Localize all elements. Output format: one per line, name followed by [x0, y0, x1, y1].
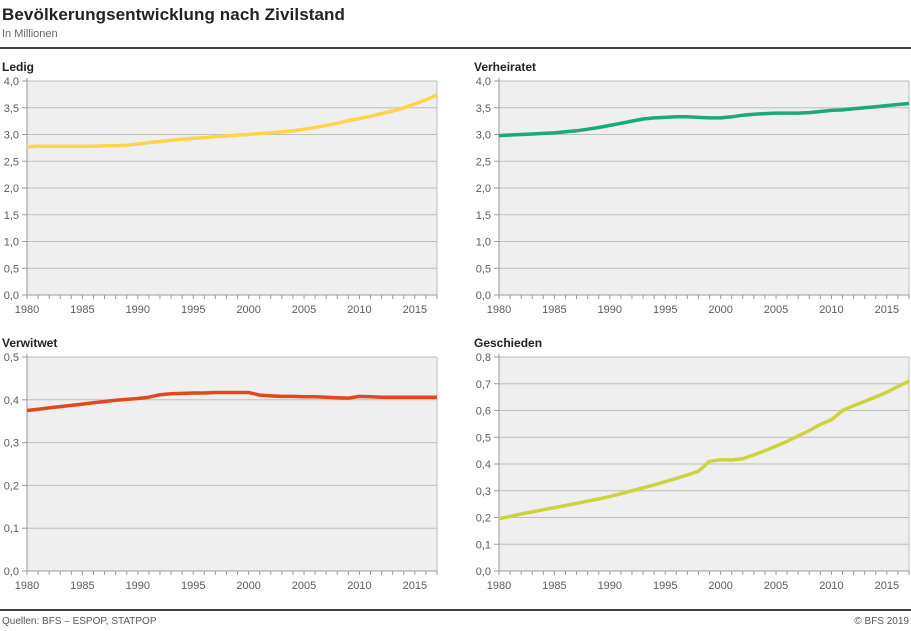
- verwitwet-xtick-label: 1995: [181, 580, 205, 592]
- verheiratet-ytick-label: 2,5: [476, 156, 491, 168]
- ledig-ytick-label: 3,0: [4, 130, 19, 142]
- verheiratet-xtick-label: 1980: [487, 304, 511, 316]
- ledig-xtick-label: 2000: [236, 304, 260, 316]
- charts-grid: Ledig 0,0 0,5 1,0 1,5 2,0 2,5 3,0 3,5 4,0 1980 198…: [0, 49, 911, 609]
- ledig-ytick-label: 2,5: [4, 156, 19, 168]
- verheiratet-xtick-label: 2015: [875, 304, 899, 316]
- chart-block-geschieden: Geschieden 0,0 0,1 0,2 0,3 0,4 0,5 0,6 0,7 0,8 19…: [472, 336, 911, 610]
- geschieden-chart: 0,0 0,1 0,2 0,3 0,4 0,5 0,6 0,7 0,8 1980 1985 1990 1…: [476, 353, 910, 592]
- geschieden-ytick-label: 0,7: [476, 378, 491, 390]
- verheiratet-ytick-label: 1,0: [476, 237, 491, 249]
- verheiratet-xtick-label: 1995: [653, 304, 677, 316]
- geschieden-ytick-label: 0,4: [476, 459, 491, 471]
- verheiratet-chart: 0,0 0,5 1,0 1,5 2,0 2,5 3,0 3,5 4,0 1980 1985 1990 1…: [476, 77, 910, 316]
- verwitwet-ytick-label: 0,1: [4, 523, 19, 535]
- footer-sources: Quellen: BFS – ESPOP, STATPOP: [2, 616, 157, 627]
- geschieden-xtick-label: 2005: [764, 580, 788, 592]
- ledig-xtick-label: 1985: [70, 304, 94, 316]
- ledig-chart: 0,0 0,5 1,0 1,5 2,0 2,5 3,0 3,5 4,0 1980 1985 1990 1…: [4, 77, 438, 316]
- verwitwet-xtick-label: 2010: [347, 580, 371, 592]
- geschieden-ytick-label: 0,8: [476, 353, 491, 364]
- verwitwet-series-line: [26, 390, 437, 412]
- ledig-ytick-label: 4,0: [4, 77, 19, 88]
- ledig-xtick-label: 1995: [181, 304, 205, 316]
- verwitwet-ytick-label: 0,3: [4, 437, 19, 449]
- page-title: Bevölkerungsentwicklung nach Zivilstand: [2, 5, 346, 24]
- page-header: Bevölkerungsentwicklung nach Zivilstand …: [0, 0, 911, 49]
- verheiratet-ytick-label: 0,0: [476, 290, 491, 302]
- geschieden-xtick-label: 1995: [653, 580, 677, 592]
- verheiratet-xtick-label: 1990: [598, 304, 622, 316]
- geschieden-ytick-label: 0,6: [476, 405, 491, 417]
- geschieden-ytick-label: 0,3: [476, 485, 491, 497]
- ledig-ytick-label: 2,0: [4, 183, 19, 195]
- verheiratet-xtick-label: 2005: [764, 304, 788, 316]
- geschieden-ytick-label: 0,0: [476, 566, 491, 578]
- geschieden-series-line: [498, 379, 910, 521]
- verwitwet-xtick-label: 1980: [15, 580, 39, 592]
- ledig-ytick-label: 3,5: [4, 103, 19, 115]
- verwitwet-xtick-label: 1985: [70, 580, 94, 592]
- verheiratet-series-line: [498, 101, 910, 138]
- geschieden-xtick-label: 2000: [708, 580, 732, 592]
- verwitwet-chart: 0,0 0,1 0,2 0,3 0,4 0,5 1980 1985 1990 1995 2000 20…: [4, 353, 438, 592]
- verheiratet-ytick-label: 1,5: [476, 210, 491, 222]
- page-footer: Quellen: BFS – ESPOP, STATPOP © BFS 2019: [0, 609, 911, 631]
- verwitwet-xtick-label: 2005: [292, 580, 316, 592]
- chart-block-verheiratet: Verheiratet 0,0 0,5 1,0 1,5 2,0 2,5 3,0 3,5 4,0 1…: [472, 60, 911, 332]
- ledig-xtick-label: 2015: [403, 304, 427, 316]
- ledig-ytick-label: 1,0: [4, 237, 19, 249]
- geschieden-ytick-label: 0,1: [476, 539, 491, 551]
- verheiratet-xtick-label: 2010: [819, 304, 843, 316]
- geschieden-ytick-label: 0,2: [476, 512, 491, 524]
- ledig-series-line: [26, 93, 438, 149]
- ledig-xtick-label: 2010: [347, 304, 371, 316]
- verheiratet-ytick-label: 2,0: [476, 183, 491, 195]
- verwitwet-ytick-label: 0,5: [4, 353, 19, 364]
- verwitwet-ytick-label: 0,4: [4, 394, 19, 406]
- verheiratet-ytick-label: 3,0: [476, 130, 491, 142]
- geschieden-xtick-label: 1990: [598, 580, 622, 592]
- verwitwet-ytick-label: 0,0: [4, 566, 19, 578]
- geschieden-xtick-label: 1985: [542, 580, 566, 592]
- geschieden-xtick-label: 2015: [875, 580, 899, 592]
- verheiratet-xtick-label: 1985: [542, 304, 566, 316]
- ledig-ytick-label: 0,0: [4, 290, 19, 302]
- footer-copyright: © BFS 2019: [854, 616, 909, 627]
- verwitwet-xtick-label: 2000: [236, 580, 260, 592]
- ledig-xtick-label: 1990: [126, 304, 150, 316]
- ledig-ytick-label: 1,5: [4, 210, 19, 222]
- chart-title-ledig: Ledig: [2, 60, 34, 74]
- verwitwet-plot-area: [27, 356, 437, 571]
- geschieden-xtick-label: 1980: [487, 580, 511, 592]
- chart-title-geschieden: Geschieden: [474, 335, 543, 350]
- page-subtitle: In Millionen: [2, 28, 58, 40]
- chart-block-ledig: Ledig 0,0 0,5 1,0 1,5 2,0 2,5 3,0 3,5 4,0 1980 198…: [0, 60, 439, 332]
- ledig-xtick-label: 1980: [15, 304, 39, 316]
- chart-block-verwitwet: Verwitwet 0,0 0,1 0,2 0,3 0,4 0,5 1980 1985 1990…: [0, 336, 439, 610]
- ledig-xtick-label: 2005: [292, 304, 316, 316]
- verwitwet-ytick-label: 0,2: [4, 480, 19, 492]
- verwitwet-xtick-label: 1990: [126, 580, 150, 592]
- chart-title-verwitwet: Verwitwet: [2, 335, 58, 350]
- verheiratet-ytick-label: 0,5: [476, 263, 491, 275]
- geschieden-ytick-label: 0,5: [476, 432, 491, 444]
- chart-title-verheiratet: Verheiratet: [474, 60, 537, 74]
- verheiratet-ytick-label: 4,0: [476, 77, 491, 88]
- geschieden-xtick-label: 2010: [819, 580, 843, 592]
- verheiratet-ytick-label: 3,5: [476, 103, 491, 115]
- verwitwet-xtick-label: 2015: [403, 580, 427, 592]
- verheiratet-xtick-label: 2000: [708, 304, 732, 316]
- ledig-ytick-label: 0,5: [4, 263, 19, 275]
